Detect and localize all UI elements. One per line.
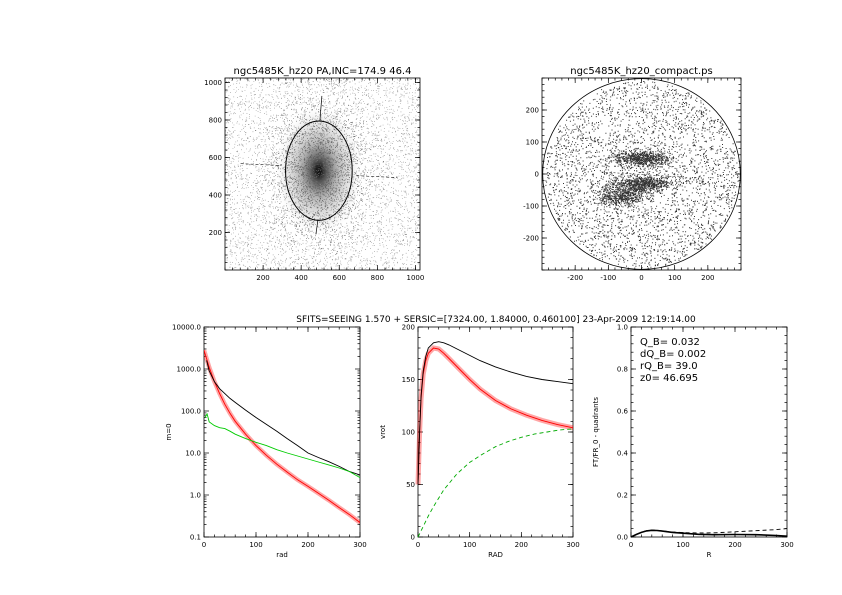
x-tick-label: 0 [639, 274, 643, 282]
x-tick-label: 400 [294, 274, 307, 282]
panel-title-0: ngc5485K_hz20 PA,INC=174.9 46.4 [234, 66, 412, 77]
x-axis-label-3: RAD [488, 551, 503, 559]
y-tick-label: 10.0 [185, 450, 201, 458]
x-tick-label: 300 [566, 541, 579, 549]
y-tick-label: 400 [209, 192, 222, 200]
panel-vrot: 0 100 200 300 0 50 100 150 200 RAD vrot [379, 324, 580, 560]
x-tick-label: 100 [463, 541, 476, 549]
figure-suptitle: SFITS=SEEING 1.570 + SERSIC=[7324.00, 1.… [296, 315, 696, 325]
y-tick-label: 0 [535, 171, 539, 179]
x-tick-label: 300 [780, 541, 793, 549]
y-tick-label: 1000 [204, 79, 222, 87]
y-tick-label: 600 [209, 154, 222, 162]
major-axis-marker [319, 95, 323, 121]
y-tick-label: 50 [406, 481, 415, 489]
y-tick-label: 10000.0 [172, 324, 201, 332]
y-tick-label: 0.0 [617, 534, 628, 542]
y-tick-label: 0.4 [617, 450, 629, 458]
ticks-1 [541, 77, 742, 271]
x-tick-label: 0 [416, 541, 420, 549]
x-tick-label: -100 [600, 274, 616, 282]
x-tick-label: 0 [202, 541, 206, 549]
y-tick-label: 1.0 [190, 492, 201, 500]
annotation-2: rQ_B= 39.0 [640, 361, 698, 372]
y-tick-label: 0.2 [617, 492, 628, 500]
y-tick-label: -100 [523, 203, 539, 211]
plot-frame-2 [203, 326, 361, 538]
x-tick-label: -200 [567, 274, 583, 282]
y-tick-label: 200 [209, 229, 222, 237]
y-tick-label: 0.6 [617, 408, 629, 416]
panel-image: 200 400 600 800 1000 200 400 600 800 1000 ngc5485K… [204, 66, 425, 282]
series-line-red-band [415, 345, 574, 485]
y-tick-label: 100 [526, 139, 539, 147]
x-tick-label: 800 [371, 274, 384, 282]
x-tick-label: 200 [301, 541, 314, 549]
annotation-0: Q_B= 0.032 [640, 337, 700, 348]
x-tick-label: 100 [668, 274, 681, 282]
fit-ellipse [285, 120, 353, 221]
panel-title-1: ngc5485K_hz20_compact.ps [570, 66, 713, 77]
x-tick-label: 200 [701, 274, 714, 282]
y-axis-label-2: m=0 [165, 423, 173, 440]
x-tick-label: 200 [256, 274, 269, 282]
annotation-1: dQ_B= 0.002 [640, 349, 706, 360]
panel-quadrants: 0 100 200 300 0.0 0.2 0.4 0.6 0.8 1.0 R FT/FR_0 - q… [592, 324, 794, 560]
x-tick-label: 1000 [407, 274, 425, 282]
plot-frame-1 [541, 77, 742, 271]
series-line-black [417, 341, 574, 485]
y-tick-label: 200 [526, 107, 539, 115]
y-tick-label: 0.8 [617, 366, 628, 374]
series-line-red [204, 350, 360, 523]
x-tick-label: 200 [515, 541, 528, 549]
bar-axis-marker [601, 171, 682, 178]
major-axis-marker [315, 220, 319, 235]
y-tick-label: 0 [411, 534, 415, 542]
y-tick-label: 100 [402, 429, 415, 437]
y-axis-label-4: FT/FR_0 - quadrants [592, 397, 600, 467]
y-tick-label: 0.1 [190, 534, 201, 542]
y-tick-label: -200 [523, 235, 539, 243]
panel-m0: 0 100 200 300 0.1 1.0 10.0 100.0 1000.0 10000.0 ra… [165, 324, 367, 560]
y-tick-label: 200 [402, 324, 415, 332]
series-line-solid [630, 529, 788, 538]
x-tick-label: 0 [629, 541, 633, 549]
series-line-green-dashed [417, 428, 574, 538]
plot-frame-0 [224, 77, 421, 271]
residual-pixels [545, 81, 739, 269]
ticks-0 [224, 78, 420, 271]
series-line-black [206, 360, 360, 476]
aperture-circle [542, 78, 741, 270]
m0-body [204, 349, 360, 525]
minor-axis-marker [240, 163, 282, 166]
x-tick-label: 300 [353, 541, 366, 549]
plot-frame-3 [417, 326, 574, 538]
x-tick-label: 100 [676, 541, 689, 549]
x-axis-label-4: R [707, 551, 712, 559]
panel-compact: -200 -100 0 100 200 -200 -100 0 100 200 ngc5485K_h… [523, 66, 742, 282]
y-tick-label: 1.0 [617, 324, 628, 332]
series-line-red-band [204, 349, 360, 525]
minor-axis-marker [356, 175, 398, 178]
x-tick-label: 200 [728, 541, 741, 549]
y-tick-label: 100.0 [181, 408, 201, 416]
y-tick-label: 800 [209, 117, 222, 125]
series-line-red [417, 347, 574, 485]
y-tick-label: 1000.0 [177, 366, 202, 374]
y-tick-label: 150 [402, 376, 415, 384]
annotation-3: z0= 46.695 [640, 373, 698, 384]
plot-frame-4 [630, 326, 788, 538]
image-body [225, 78, 420, 270]
x-tick-label: 600 [333, 274, 346, 282]
x-tick-label: 100 [249, 541, 262, 549]
x-axis-label-2: rad [276, 551, 288, 559]
series-line-green [204, 412, 360, 478]
series-line-dashed [630, 528, 788, 538]
y-axis-label-3: vrot [379, 425, 387, 439]
galaxy-pixels [243, 79, 403, 270]
